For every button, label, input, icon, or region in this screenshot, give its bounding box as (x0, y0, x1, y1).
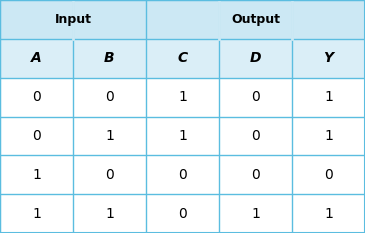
Text: Input: Input (54, 13, 92, 26)
Text: 1: 1 (32, 207, 41, 221)
Text: 0: 0 (251, 168, 260, 182)
Bar (0, 116, 365, 155)
Text: 1: 1 (251, 207, 260, 221)
Bar (0, 155, 365, 194)
Bar (0, 39, 365, 78)
Text: 1: 1 (178, 90, 187, 104)
Text: Output: Output (231, 13, 280, 26)
Text: Y: Y (323, 51, 334, 65)
Text: D: D (250, 51, 261, 65)
Bar (0, 194, 365, 233)
Bar (0, 0, 365, 39)
Text: 1: 1 (105, 129, 114, 143)
Text: 1: 1 (178, 129, 187, 143)
Text: 0: 0 (178, 168, 187, 182)
Text: 0: 0 (178, 207, 187, 221)
Text: 0: 0 (324, 168, 333, 182)
Text: 0: 0 (32, 129, 41, 143)
Text: 0: 0 (251, 90, 260, 104)
Text: 0: 0 (251, 129, 260, 143)
Text: 1: 1 (324, 207, 333, 221)
Text: C: C (177, 51, 188, 65)
Text: 1: 1 (324, 90, 333, 104)
Text: A: A (31, 51, 42, 65)
Bar (0, 78, 365, 116)
Text: 1: 1 (105, 207, 114, 221)
Text: 0: 0 (105, 168, 114, 182)
Text: 0: 0 (105, 90, 114, 104)
Text: 1: 1 (324, 129, 333, 143)
Text: B: B (104, 51, 115, 65)
Text: 0: 0 (32, 90, 41, 104)
Text: 1: 1 (32, 168, 41, 182)
